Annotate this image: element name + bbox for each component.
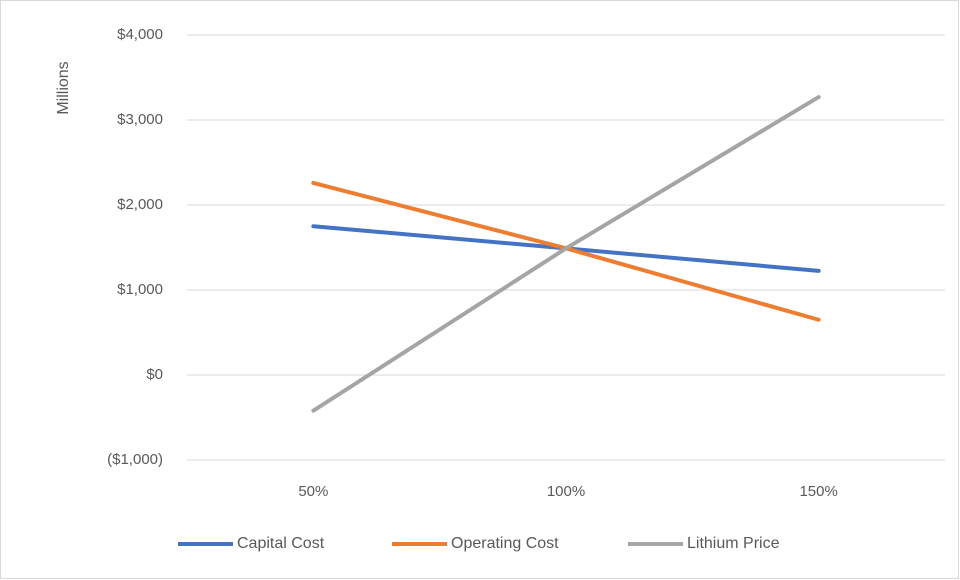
series-line bbox=[311, 95, 821, 413]
x-tick-label: 50% bbox=[298, 483, 328, 500]
legend-label: Capital Cost bbox=[237, 535, 325, 552]
y-tick-label: $4,000 bbox=[117, 26, 163, 43]
y-tick-label: ($1,000) bbox=[107, 451, 163, 468]
x-tick-label: 100% bbox=[547, 483, 585, 500]
x-tick-label: 150% bbox=[799, 483, 837, 500]
legend-label: Operating Cost bbox=[451, 535, 559, 552]
y-tick-label: $2,000 bbox=[117, 196, 163, 213]
y-tick-label: $0 bbox=[146, 366, 163, 383]
legend-label: Lithium Price bbox=[687, 535, 780, 552]
y-tick-label: $3,000 bbox=[117, 111, 163, 128]
y-axis-label: Millions bbox=[55, 61, 72, 114]
y-tick-label: $1,000 bbox=[117, 281, 163, 298]
